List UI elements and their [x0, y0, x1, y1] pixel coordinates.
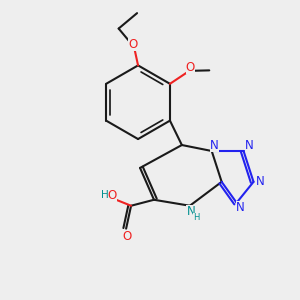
- Text: O: O: [122, 230, 131, 243]
- Text: N: N: [186, 205, 195, 218]
- Text: H: H: [101, 190, 109, 200]
- Text: N: N: [256, 175, 264, 188]
- Text: N: N: [245, 139, 254, 152]
- Text: O: O: [186, 61, 195, 74]
- Text: N: N: [210, 139, 219, 152]
- Text: H: H: [193, 213, 200, 222]
- Text: O: O: [128, 38, 138, 52]
- Text: O: O: [108, 189, 117, 202]
- Text: N: N: [236, 201, 245, 214]
